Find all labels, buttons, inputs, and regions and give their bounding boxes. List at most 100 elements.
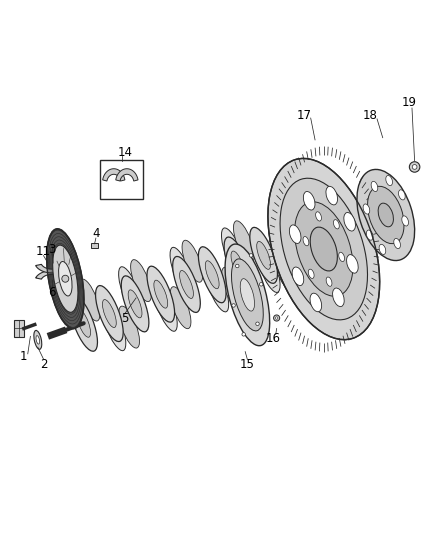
Bar (14, 320, 24, 337)
Text: 11: 11 (36, 245, 51, 258)
Ellipse shape (316, 212, 321, 221)
Circle shape (249, 254, 253, 257)
Ellipse shape (77, 309, 91, 337)
Ellipse shape (205, 261, 219, 289)
Ellipse shape (394, 238, 400, 248)
Ellipse shape (102, 300, 116, 328)
Text: 4: 4 (92, 227, 99, 240)
Ellipse shape (128, 290, 142, 318)
Ellipse shape (346, 255, 358, 273)
Ellipse shape (344, 213, 356, 231)
Ellipse shape (367, 186, 404, 244)
Circle shape (236, 264, 239, 268)
Ellipse shape (254, 237, 280, 293)
Ellipse shape (332, 288, 344, 306)
Ellipse shape (301, 208, 329, 264)
Circle shape (259, 282, 263, 286)
Ellipse shape (326, 277, 332, 286)
Text: 2: 2 (40, 358, 47, 372)
Ellipse shape (70, 295, 98, 351)
Ellipse shape (326, 187, 338, 205)
Polygon shape (116, 169, 138, 181)
Ellipse shape (379, 244, 386, 254)
Ellipse shape (339, 252, 345, 262)
Ellipse shape (232, 259, 263, 331)
Ellipse shape (147, 266, 175, 322)
Ellipse shape (268, 158, 380, 340)
Ellipse shape (292, 267, 304, 286)
Ellipse shape (53, 245, 78, 312)
Ellipse shape (119, 266, 145, 322)
Ellipse shape (250, 228, 277, 284)
Text: 1: 1 (20, 350, 27, 362)
Ellipse shape (357, 169, 415, 261)
Ellipse shape (367, 230, 373, 240)
Ellipse shape (121, 276, 149, 332)
Text: 19: 19 (401, 96, 417, 109)
Ellipse shape (399, 190, 405, 200)
Ellipse shape (95, 286, 123, 342)
Ellipse shape (67, 286, 93, 342)
Ellipse shape (290, 225, 301, 244)
Ellipse shape (79, 279, 100, 321)
Ellipse shape (306, 217, 332, 273)
Text: 14: 14 (118, 147, 133, 159)
Ellipse shape (100, 295, 126, 351)
Ellipse shape (308, 222, 322, 250)
Text: 18: 18 (362, 109, 377, 123)
Ellipse shape (59, 262, 72, 296)
Ellipse shape (231, 251, 245, 279)
Ellipse shape (386, 175, 392, 185)
Ellipse shape (273, 208, 299, 264)
Circle shape (412, 165, 417, 169)
Polygon shape (35, 264, 69, 273)
Ellipse shape (273, 248, 294, 290)
Circle shape (232, 304, 235, 307)
Ellipse shape (280, 178, 367, 320)
Ellipse shape (180, 270, 194, 298)
Ellipse shape (173, 256, 200, 312)
Ellipse shape (310, 293, 321, 312)
Ellipse shape (303, 237, 309, 246)
Polygon shape (35, 271, 69, 279)
Text: 3: 3 (49, 244, 56, 256)
Text: 16: 16 (266, 332, 281, 345)
Ellipse shape (198, 247, 226, 303)
Ellipse shape (402, 216, 409, 226)
Text: 5: 5 (121, 312, 129, 325)
Ellipse shape (119, 306, 140, 348)
Ellipse shape (225, 244, 270, 346)
Circle shape (256, 322, 259, 326)
Circle shape (276, 317, 278, 319)
Circle shape (410, 161, 420, 172)
Ellipse shape (304, 191, 315, 210)
Ellipse shape (182, 240, 203, 282)
Text: 6: 6 (49, 286, 56, 299)
Ellipse shape (240, 279, 254, 311)
Ellipse shape (310, 227, 337, 271)
Ellipse shape (295, 202, 353, 296)
Ellipse shape (131, 260, 152, 302)
Ellipse shape (222, 267, 242, 309)
Ellipse shape (154, 280, 168, 308)
Ellipse shape (363, 204, 370, 214)
Ellipse shape (224, 237, 252, 293)
Ellipse shape (308, 269, 314, 278)
Ellipse shape (276, 217, 303, 273)
Ellipse shape (233, 221, 254, 263)
Polygon shape (102, 169, 125, 181)
Ellipse shape (36, 336, 39, 344)
Ellipse shape (371, 181, 378, 191)
Bar (91, 244, 99, 248)
Ellipse shape (203, 256, 229, 312)
Ellipse shape (170, 247, 196, 303)
Text: 15: 15 (240, 358, 255, 372)
Ellipse shape (333, 220, 339, 229)
Circle shape (62, 275, 69, 282)
Ellipse shape (257, 241, 271, 269)
Ellipse shape (34, 330, 42, 349)
Ellipse shape (53, 247, 77, 310)
Ellipse shape (170, 287, 191, 329)
Ellipse shape (222, 228, 247, 284)
Circle shape (274, 315, 280, 321)
